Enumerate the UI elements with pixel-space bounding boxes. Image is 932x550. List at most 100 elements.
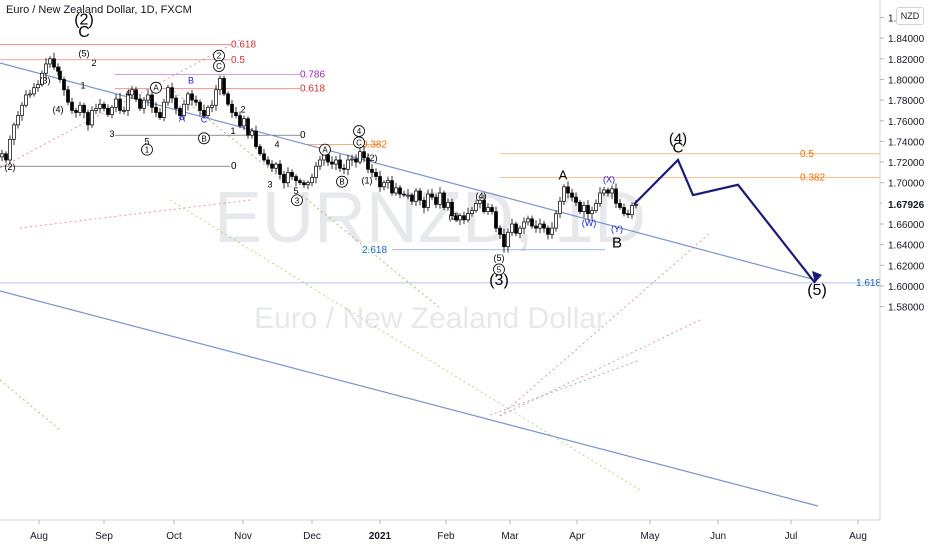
y-tick-label: 1.70000 bbox=[888, 179, 925, 190]
candle-body bbox=[398, 187, 402, 195]
candle-body bbox=[134, 89, 138, 100]
wave-label: (3) bbox=[449, 212, 460, 222]
candle-body bbox=[122, 110, 126, 112]
wave-label: (2) bbox=[74, 12, 94, 29]
candle-body bbox=[534, 225, 538, 229]
y-tick-label: 1.78000 bbox=[888, 96, 925, 107]
candle-body bbox=[590, 210, 594, 215]
wave-label: (5) bbox=[494, 253, 505, 263]
circled-wave-marker bbox=[150, 81, 162, 94]
y-tick-label: 1.76000 bbox=[888, 117, 925, 128]
candle-body bbox=[238, 115, 242, 127]
candle-body bbox=[502, 233, 506, 248]
candle-body bbox=[214, 89, 218, 106]
wave-label: B bbox=[188, 75, 194, 85]
candle-body bbox=[62, 79, 66, 91]
wave-label: (X) bbox=[603, 175, 615, 185]
candle-body bbox=[218, 78, 222, 91]
candle-body bbox=[446, 201, 450, 208]
candle-body bbox=[106, 108, 110, 115]
wave-label: (4) bbox=[669, 130, 687, 147]
circled-wave-label: 4 bbox=[357, 127, 362, 136]
candle-body bbox=[12, 124, 16, 140]
candle-body bbox=[166, 87, 170, 103]
wave-label: B bbox=[612, 235, 622, 252]
candle-body bbox=[182, 103, 186, 116]
wave-label: (W) bbox=[582, 218, 597, 228]
fib-label: 0.5 bbox=[231, 55, 245, 66]
fib-label: 1.618 bbox=[856, 278, 881, 289]
current-price-label: 1.67926 bbox=[888, 200, 925, 211]
candle-body bbox=[82, 104, 86, 113]
candle-body bbox=[270, 163, 274, 169]
candle-body bbox=[282, 174, 286, 184]
fib-label: 0.786 bbox=[300, 69, 325, 80]
candle-body bbox=[314, 165, 318, 178]
candle-body bbox=[210, 104, 214, 108]
circled-wave-marker bbox=[493, 263, 505, 276]
candle-body bbox=[406, 194, 410, 197]
wave-label: 1 bbox=[80, 81, 85, 91]
circled-wave-label: B bbox=[339, 178, 344, 187]
circled-wave-marker bbox=[198, 132, 210, 145]
candle-body bbox=[278, 163, 282, 175]
candle-body bbox=[20, 104, 24, 116]
projection-arrowhead bbox=[812, 270, 822, 283]
candle-body bbox=[450, 201, 454, 217]
candle-body bbox=[362, 151, 366, 159]
candle-body bbox=[546, 227, 550, 235]
x-tick-label: Feb bbox=[437, 531, 455, 542]
x-tick-label: Mar bbox=[501, 531, 519, 542]
currency-button[interactable]: NZD bbox=[896, 7, 924, 25]
wave-label: C bbox=[201, 115, 208, 125]
candle-body bbox=[370, 168, 374, 173]
wave-label: (5) bbox=[807, 282, 827, 299]
candle-body bbox=[56, 66, 60, 72]
candle-body bbox=[558, 200, 562, 215]
candle-body bbox=[202, 110, 206, 116]
x-tick-label: Nov bbox=[234, 531, 252, 542]
candle-body bbox=[246, 118, 250, 136]
fib-label: 0.618 bbox=[300, 84, 325, 95]
candle-body bbox=[386, 180, 390, 184]
candle-body bbox=[422, 199, 426, 208]
candle-body bbox=[494, 211, 498, 229]
trend-dotted-line bbox=[489, 359, 641, 416]
candle-body bbox=[326, 154, 330, 163]
circled-wave-label: 5 bbox=[497, 265, 502, 274]
wave-labels: (2)C(5)2(3)(4)1435(2)ABC12435(3)(4)(2)(1… bbox=[5, 12, 827, 300]
wave-label: A bbox=[559, 167, 568, 182]
candle-body bbox=[118, 98, 122, 111]
candle-body bbox=[186, 93, 190, 105]
x-tick-label: Dec bbox=[303, 531, 321, 542]
candle-body bbox=[438, 192, 442, 205]
y-tick-label: 1.74000 bbox=[888, 137, 925, 148]
y-tick-label: 1.82000 bbox=[888, 55, 925, 66]
fib-label: 0.618 bbox=[231, 39, 256, 50]
candle-body bbox=[130, 89, 134, 96]
candle-body bbox=[582, 205, 586, 212]
watermark: EURNZD, 1D Euro / New Zealand Dollar bbox=[214, 178, 646, 335]
candle-body bbox=[486, 207, 490, 212]
y-tick-label: 1.80000 bbox=[888, 75, 925, 86]
wave-label: (1) bbox=[362, 176, 373, 186]
candle-body bbox=[114, 98, 118, 108]
candle-body bbox=[466, 213, 470, 221]
candle-body bbox=[44, 63, 48, 74]
wave-label: (4) bbox=[476, 191, 487, 201]
candle-body bbox=[506, 231, 510, 248]
candle-body bbox=[462, 215, 466, 221]
trend-dotted-line bbox=[169, 199, 641, 491]
candle-body bbox=[538, 223, 542, 229]
projection bbox=[633, 158, 822, 284]
x-tick-label: Aug bbox=[30, 531, 48, 542]
candle-body bbox=[178, 108, 182, 116]
candle-body bbox=[390, 180, 394, 194]
watermark-name: Euro / New Zealand Dollar bbox=[254, 302, 606, 335]
candle-body bbox=[394, 187, 398, 194]
candle-body bbox=[366, 157, 370, 170]
candles bbox=[0, 52, 638, 253]
trend-dotted-line bbox=[19, 199, 251, 229]
